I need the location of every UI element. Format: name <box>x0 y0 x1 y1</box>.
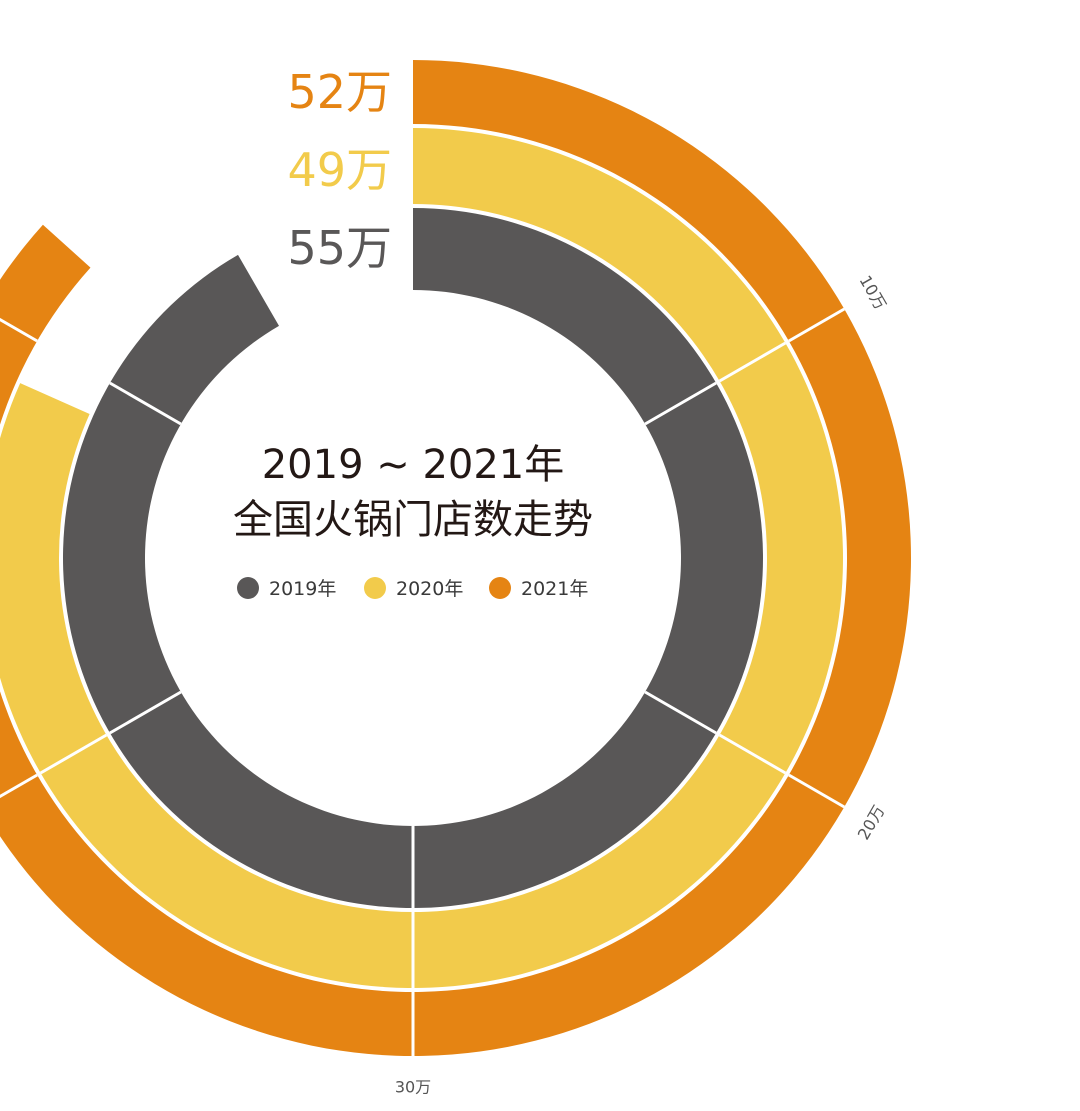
tick-line-50 <box>0 317 38 343</box>
value-label-2020年: 49万 <box>287 143 392 197</box>
legend-swatch-2021年 <box>489 577 511 599</box>
legend-swatch-2020年 <box>364 577 386 599</box>
legend-label-2019年: 2019年 <box>269 578 336 600</box>
value-label-2021年: 52万 <box>287 65 392 119</box>
tick-line-20 <box>788 773 846 809</box>
tick-line-10 <box>718 341 787 383</box>
tick-line-10 <box>788 307 846 343</box>
tick-line-40 <box>0 773 38 799</box>
tick-label-10: 10万 <box>856 272 891 313</box>
tick-line-20 <box>718 733 787 775</box>
value-labels: 52万 49万 55万 <box>287 65 392 275</box>
tick-label-20: 20万 <box>854 802 889 843</box>
tick-stub-10 <box>843 299 859 311</box>
tick-line-10 <box>644 381 717 426</box>
value-label-2019年: 55万 <box>287 221 392 275</box>
legend: 2019年 2020年 2021年 <box>237 577 588 600</box>
ring-bar-2019年 <box>62 208 764 908</box>
tick-label-30: 30万 <box>395 1078 431 1097</box>
legend-swatch-2019年 <box>237 577 259 599</box>
tick-line-40 <box>109 690 182 735</box>
legend-label-2020年: 2020年 <box>396 578 463 600</box>
chart-title-line2: 全国火锅门店数走势 <box>233 497 593 543</box>
legend-label-2021年: 2021年 <box>521 578 588 600</box>
tick-line-50 <box>109 381 182 426</box>
tick-stub-20 <box>843 805 859 817</box>
chart-title-line1: 2019 ~ 2021年 <box>262 442 565 488</box>
tick-line-40 <box>39 733 108 775</box>
tick-lines <box>0 299 859 1072</box>
chart-rings <box>0 60 911 1056</box>
tick-line-20 <box>644 690 717 735</box>
